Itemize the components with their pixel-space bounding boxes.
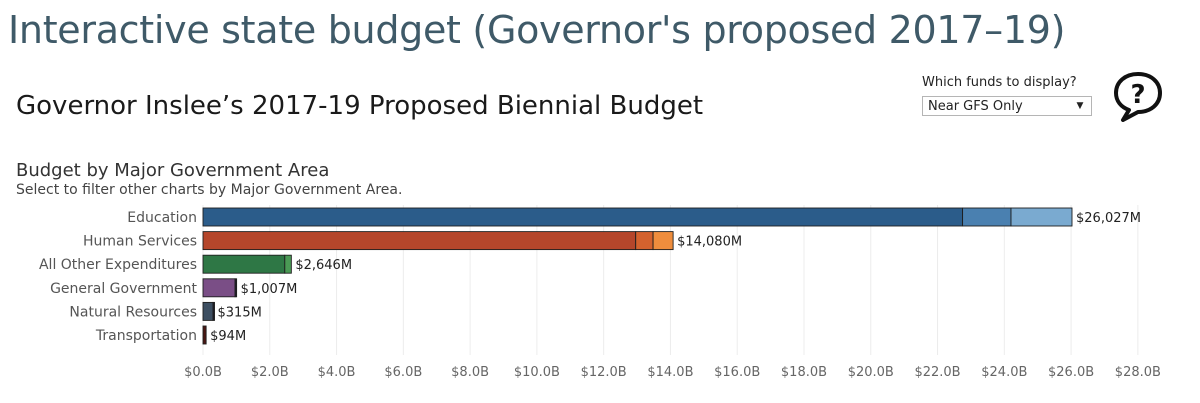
x-tick-label: $20.0B xyxy=(848,365,894,380)
x-tick-label: $8.0B xyxy=(451,365,489,380)
help-speech-bubble-icon[interactable]: ? xyxy=(1110,68,1166,128)
bar-value-label: $94M xyxy=(210,329,246,344)
chart-subtitle: Select to filter other charts by Major G… xyxy=(16,182,403,198)
x-tick-label: $22.0B xyxy=(914,365,960,380)
category-label[interactable]: All Other Expenditures xyxy=(39,257,197,273)
x-tick-label: $24.0B xyxy=(981,365,1027,380)
bar-segment[interactable] xyxy=(202,325,207,345)
funds-filter-select[interactable]: Near GFS Only ▼ xyxy=(922,96,1092,116)
bar-segment[interactable] xyxy=(202,254,286,274)
bar-segment[interactable] xyxy=(962,207,1012,227)
bar-value-label: $2,646M xyxy=(295,258,352,273)
x-tick-label: $14.0B xyxy=(647,365,693,380)
bar-segment[interactable] xyxy=(202,231,637,251)
bar-segment[interactable] xyxy=(284,254,292,274)
x-tick-label: $16.0B xyxy=(714,365,760,380)
bar-value-label: $1,007M xyxy=(241,282,298,297)
bar-value-label: $14,080M xyxy=(677,235,742,250)
bar-segment[interactable] xyxy=(202,301,214,321)
bar-value-label: $315M xyxy=(218,305,262,320)
bar-segment[interactable] xyxy=(1010,207,1073,227)
budget-bar-chart: Education $26,027M Human Services $14,080M A… xyxy=(39,205,1161,380)
funds-filter-value: Near GFS Only xyxy=(928,98,1023,114)
funds-filter-label: Which funds to display? xyxy=(922,75,1077,90)
dashboard-title: Governor Inslee’s 2017-19 Proposed Bienn… xyxy=(16,91,704,121)
x-tick-label: $18.0B xyxy=(781,365,827,380)
bar-segment[interactable] xyxy=(234,278,238,298)
category-label[interactable]: Natural Resources xyxy=(69,304,197,320)
x-tick-label: $28.0B xyxy=(1115,365,1161,380)
x-tick-label: $6.0B xyxy=(384,365,422,380)
category-label[interactable]: General Government xyxy=(50,281,197,297)
x-tick-label: $12.0B xyxy=(581,365,627,380)
category-label[interactable]: Human Services xyxy=(83,234,197,250)
bar-segment[interactable] xyxy=(652,231,674,251)
x-tick-label: $0.0B xyxy=(184,365,222,380)
x-tick-label: $26.0B xyxy=(1048,365,1094,380)
x-tick-label: $2.0B xyxy=(251,365,289,380)
bar-segment[interactable] xyxy=(635,231,654,251)
svg-text:?: ? xyxy=(1130,80,1145,110)
category-label[interactable]: Transportation xyxy=(95,328,197,344)
bar-segment[interactable] xyxy=(212,301,215,321)
x-tick-label: $4.0B xyxy=(318,365,356,380)
bar-segment[interactable] xyxy=(202,278,236,298)
chart-title: Budget by Major Government Area xyxy=(16,160,330,181)
caret-down-icon: ▼ xyxy=(1076,101,1084,111)
page-title: Interactive state budget (Governor's pro… xyxy=(8,8,1066,52)
bar-value-label: $26,027M xyxy=(1076,211,1141,226)
x-tick-label: $10.0B xyxy=(514,365,560,380)
bar-segment[interactable] xyxy=(202,207,964,227)
category-label[interactable]: Education xyxy=(127,210,197,226)
